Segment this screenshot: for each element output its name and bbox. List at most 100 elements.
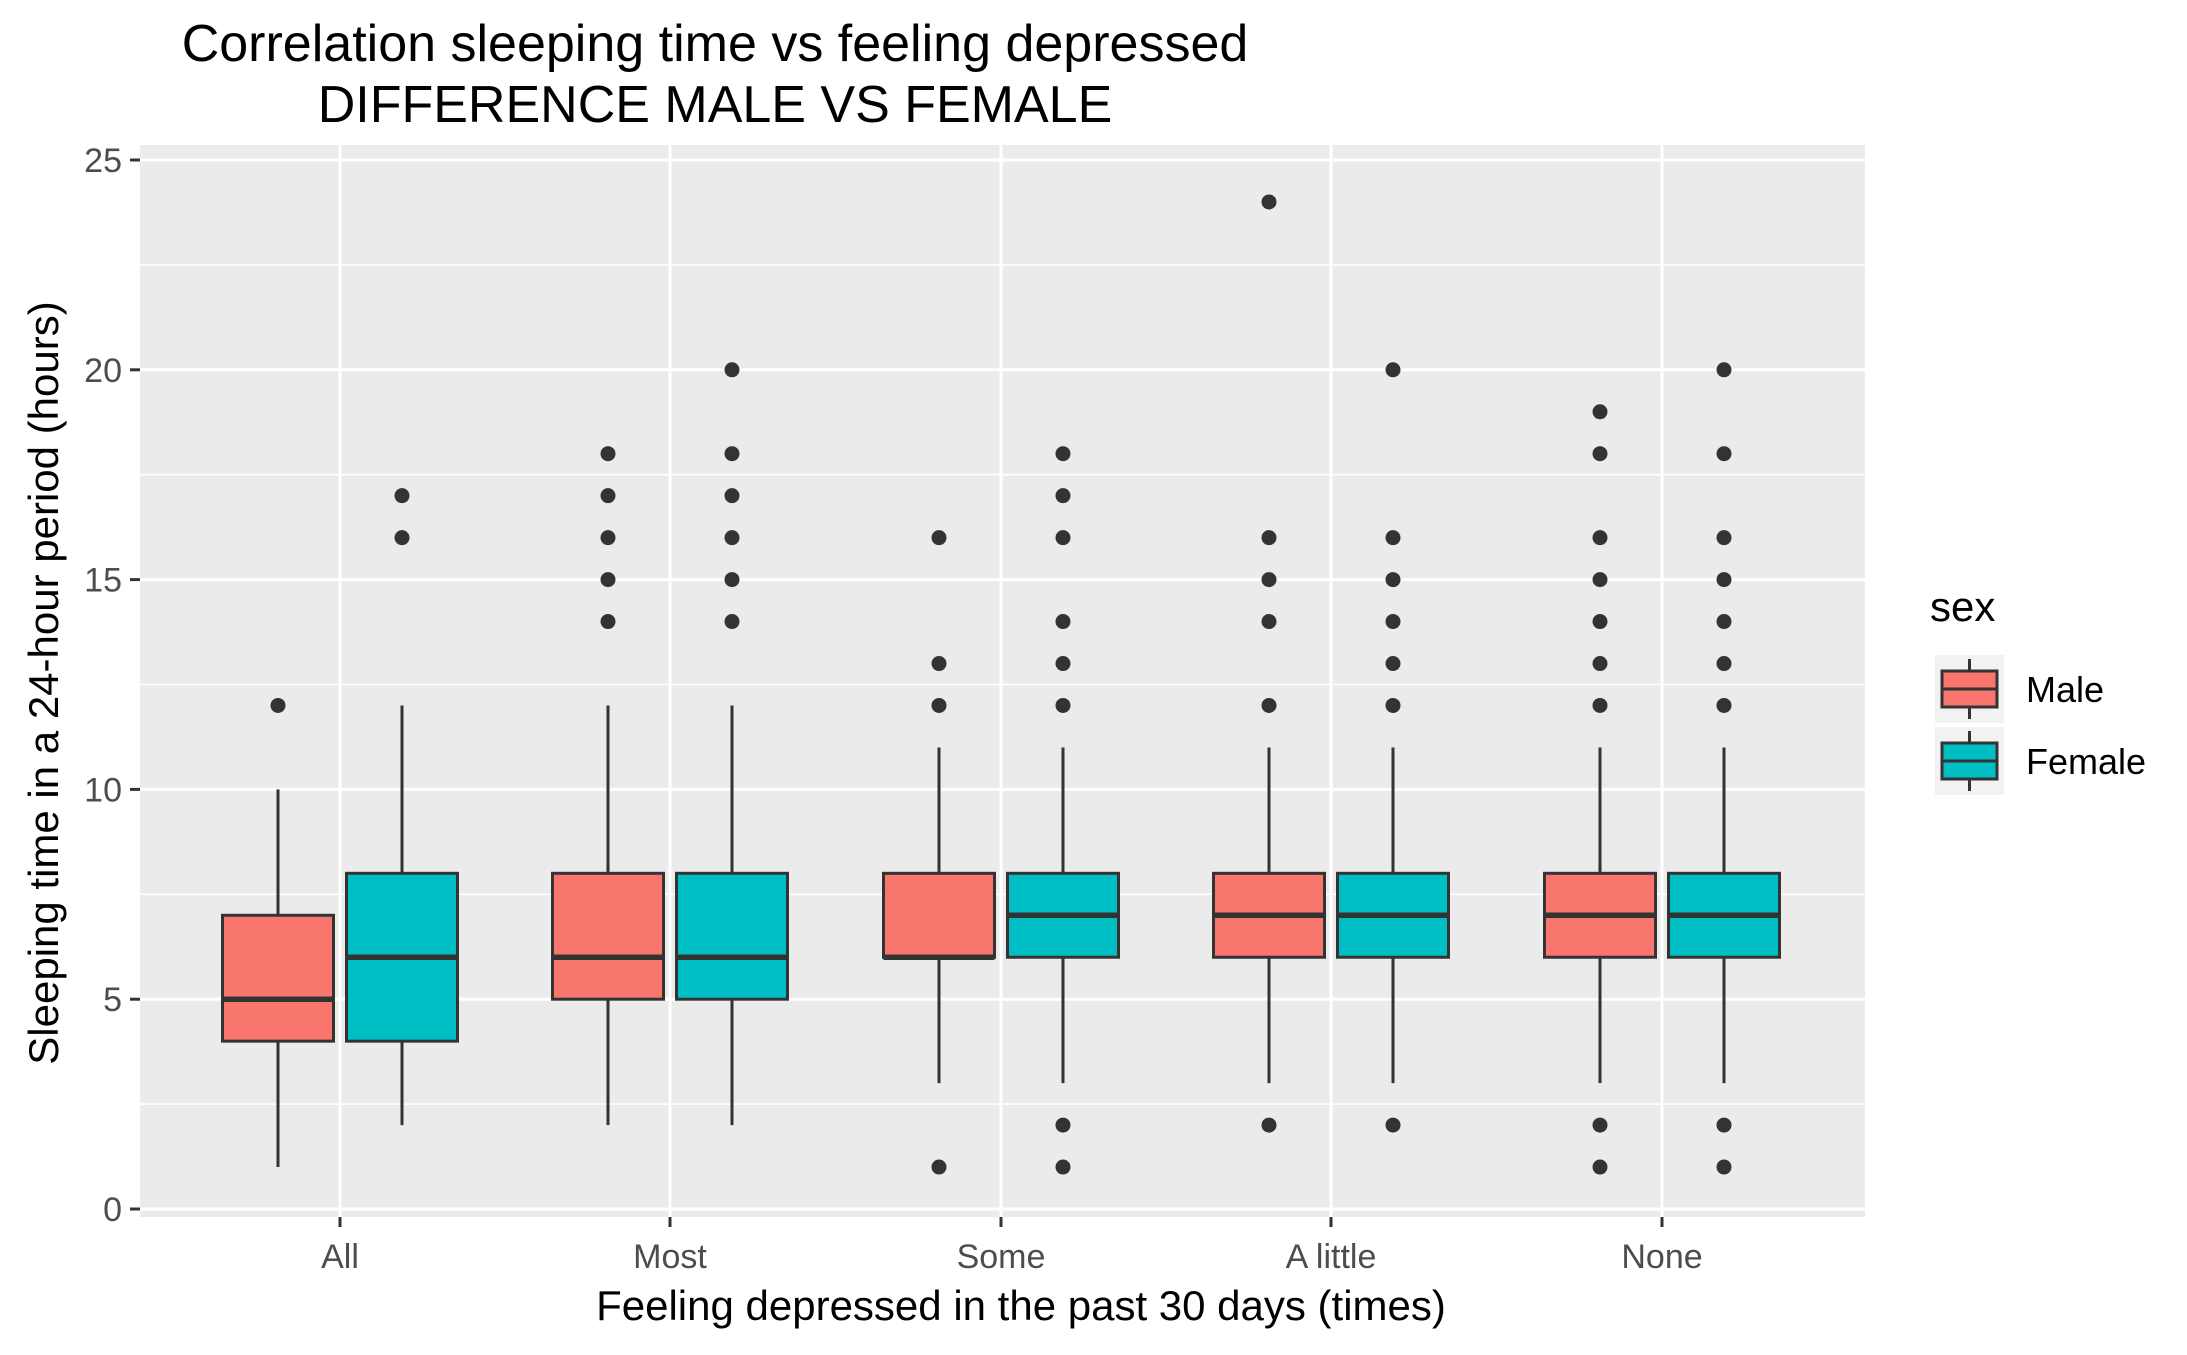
x-tick-label: Most: [633, 1238, 707, 1276]
chart-title: Correlation sleeping time vs feeling dep…: [182, 15, 1249, 73]
box-female-none: [1667, 362, 1781, 1175]
outlier-point: [1385, 614, 1401, 630]
outlier-point: [1592, 446, 1608, 462]
outlier-point: [1592, 404, 1608, 420]
x-tick-label: Some: [957, 1238, 1046, 1276]
outlier-point: [1716, 530, 1732, 546]
box-female-all: [345, 488, 459, 1126]
grid-lines: [140, 145, 1865, 1217]
y-tick-label: 15: [84, 562, 122, 600]
outlier-point: [1716, 614, 1732, 630]
outlier-point: [1055, 656, 1071, 672]
series-female: [345, 362, 1781, 1175]
outlier-point: [931, 697, 947, 713]
outlier-point: [600, 572, 616, 588]
outlier-point: [724, 530, 740, 546]
outlier-point: [1385, 656, 1401, 672]
y-tick-label: 20: [84, 352, 122, 390]
legend-keys: Male Female: [1935, 655, 2146, 795]
outlier-point: [1716, 656, 1732, 672]
legend-title: sex: [1930, 583, 1995, 630]
outlier-point: [1592, 530, 1608, 546]
outlier-point: [1592, 1159, 1608, 1175]
outlier-point: [1261, 1117, 1277, 1133]
outlier-point: [600, 446, 616, 462]
box-female-a-little: [1336, 362, 1450, 1133]
series-male: [221, 194, 1657, 1175]
outlier-point: [394, 530, 410, 546]
axes: 0 5 10 15 20 25 All Most Some A little None: [84, 142, 1702, 1276]
legend: sex Male Female: [1930, 583, 2146, 795]
outlier-point: [1261, 614, 1277, 630]
box-male-some: [882, 530, 996, 1175]
box-body: [551, 871, 665, 1001]
box-male-all: [221, 697, 335, 1168]
outlier-point: [931, 530, 947, 546]
outlier-point: [600, 530, 616, 546]
outlier-point: [1261, 572, 1277, 588]
box-body: [221, 913, 335, 1043]
outlier-point: [1385, 697, 1401, 713]
x-axis-title: Feeling depressed in the past 30 days (t…: [596, 1282, 1446, 1329]
outlier-point: [1261, 194, 1277, 210]
outlier-point: [1055, 697, 1071, 713]
outlier-point: [1385, 572, 1401, 588]
outlier-point: [1055, 1117, 1071, 1133]
legend-item-male: Male: [1935, 655, 2104, 723]
boxplot-series: [221, 194, 1781, 1175]
box-male-most: [551, 446, 665, 1126]
outlier-point: [1716, 1159, 1732, 1175]
outlier-point: [1592, 1117, 1608, 1133]
x-tick-label: None: [1621, 1238, 1702, 1276]
outlier-point: [1385, 530, 1401, 546]
outlier-point: [1592, 614, 1608, 630]
outlier-point: [724, 488, 740, 504]
outlier-point: [1055, 530, 1071, 546]
outlier-point: [1055, 446, 1071, 462]
outlier-point: [724, 572, 740, 588]
outlier-point: [931, 656, 947, 672]
y-axis-title: Sleeping time in a 24-hour period (hours…: [20, 301, 67, 1064]
box-male-none: [1543, 404, 1657, 1175]
outlier-point: [1055, 488, 1071, 504]
outlier-point: [1385, 362, 1401, 378]
outlier-point: [394, 488, 410, 504]
box-body: [882, 871, 996, 959]
outlier-point: [1716, 572, 1732, 588]
outlier-point: [270, 697, 286, 713]
y-tick-label: 5: [103, 981, 122, 1019]
outlier-point: [1592, 656, 1608, 672]
outlier-point: [600, 614, 616, 630]
outlier-point: [724, 362, 740, 378]
box-female-some: [1006, 446, 1120, 1175]
outlier-point: [600, 488, 616, 504]
x-tick-label: A little: [1286, 1238, 1377, 1276]
outlier-point: [1055, 1159, 1071, 1175]
legend-label: Male: [2026, 669, 2104, 710]
outlier-point: [1261, 530, 1277, 546]
outlier-point: [1055, 614, 1071, 630]
chart-subtitle: DIFFERENCE MALE VS FEMALE: [318, 76, 1113, 134]
outlier-point: [931, 1159, 947, 1175]
legend-label: Female: [2026, 741, 2146, 782]
outlier-point: [1385, 1117, 1401, 1133]
outlier-point: [1716, 362, 1732, 378]
y-tick-label: 0: [103, 1191, 122, 1229]
box-body: [675, 871, 789, 1001]
outlier-point: [1716, 697, 1732, 713]
y-tick-label: 25: [84, 142, 122, 180]
y-tick-label: 10: [84, 771, 122, 809]
box-female-most: [675, 362, 789, 1126]
legend-item-female: Female: [1935, 727, 2146, 795]
outlier-point: [1592, 572, 1608, 588]
outlier-point: [1261, 697, 1277, 713]
outlier-point: [1716, 446, 1732, 462]
outlier-point: [1592, 697, 1608, 713]
outlier-point: [724, 446, 740, 462]
outlier-point: [724, 614, 740, 630]
box-male-a-little: [1212, 194, 1326, 1133]
outlier-point: [1716, 1117, 1732, 1133]
x-tick-label: All: [321, 1238, 359, 1276]
